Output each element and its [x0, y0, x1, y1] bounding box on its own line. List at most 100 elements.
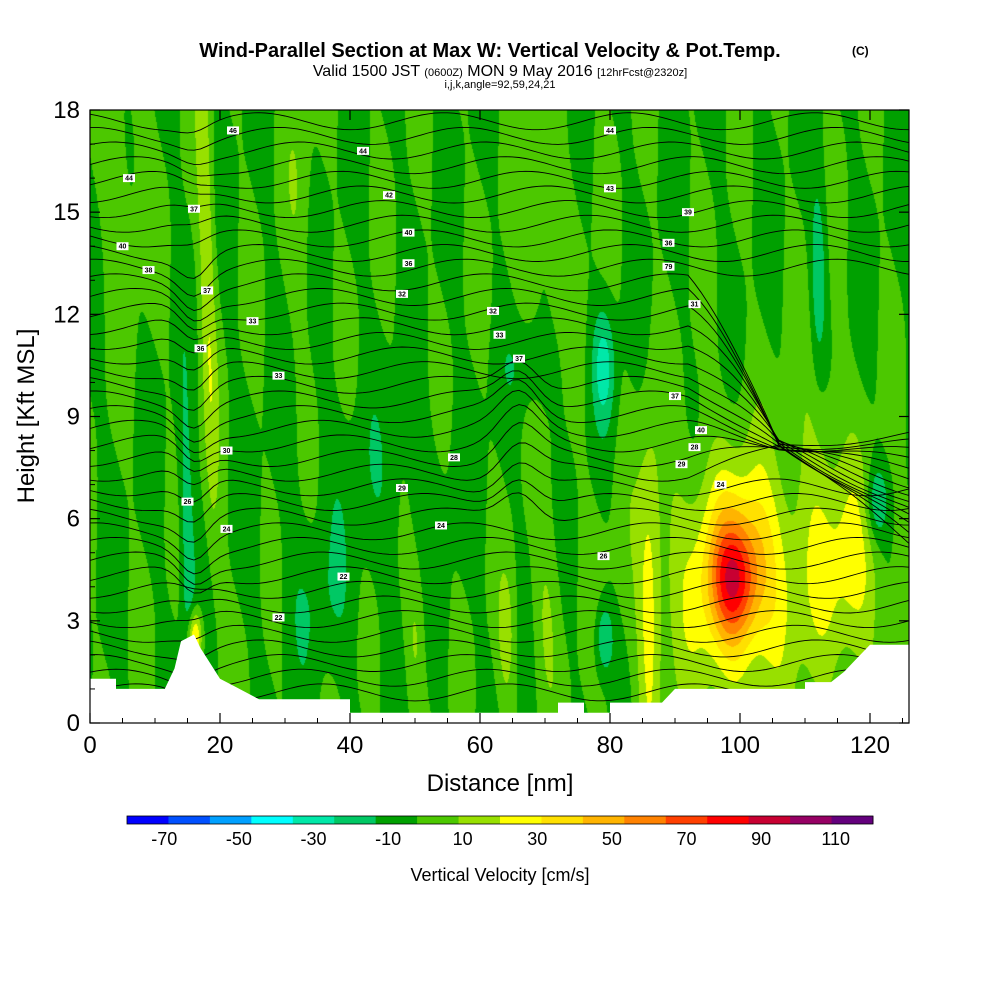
isentrope-line — [89, 229, 910, 248]
x-tick-label: 100 — [720, 732, 760, 759]
contour-label: 32 — [487, 306, 499, 315]
contour-label: 24 — [435, 521, 447, 530]
colorbar-swatch — [251, 816, 294, 824]
isentrope-line — [89, 379, 910, 469]
colorbar-tick-label: -70 — [151, 829, 177, 849]
isentrope-line — [89, 639, 910, 661]
contour-label-box — [402, 259, 415, 268]
contour-label-box — [604, 126, 616, 135]
isentrope-line — [89, 624, 910, 643]
potential-temperature-contours — [89, 112, 910, 704]
contour-label-text: 37 — [671, 394, 679, 401]
contour-label-text: 42 — [385, 193, 393, 200]
colorbar-swatch — [417, 816, 460, 824]
contour-label: 37 — [513, 354, 525, 363]
x-tick-label: 20 — [207, 732, 234, 759]
y-tick-label: 18 — [53, 97, 80, 124]
colorbar-swatch — [624, 816, 667, 824]
colorbar-swatch — [127, 816, 169, 824]
contour-label-box — [227, 126, 239, 135]
contour-label-text: 32 — [489, 308, 497, 315]
contour-label: 40 — [116, 242, 129, 251]
contour-label-box — [337, 572, 350, 581]
contour-label-text: 24 — [223, 526, 231, 533]
contour-label-text: 29 — [678, 462, 686, 469]
colorbar-swatch — [582, 816, 625, 824]
isentrope-line — [89, 522, 910, 561]
contour-label-box — [142, 266, 155, 275]
contour-label-text: 37 — [515, 356, 523, 363]
isentrope-line — [89, 112, 910, 134]
x-tick-label: 0 — [83, 732, 96, 759]
contour-label-box — [597, 552, 610, 561]
colorbar: -70 -50 -30 -10 10 30 50 70 90 110 — [126, 815, 874, 849]
y-axis-label: Height [Kft MSL] — [13, 329, 40, 504]
isentrope-line — [90, 258, 910, 297]
contour-label: 22 — [337, 572, 350, 581]
isentrope-line — [89, 244, 910, 279]
contour-label: 31 — [688, 300, 701, 309]
contour-label: 26 — [597, 552, 610, 561]
isentrope-line — [89, 156, 910, 177]
contour-label: 26 — [181, 497, 194, 506]
contour-label: 22 — [272, 613, 285, 622]
y-tick-label: 0 — [67, 710, 80, 737]
contour-label: 43 — [604, 184, 616, 193]
isentrope-line — [89, 170, 910, 189]
contour-label-text: 33 — [275, 373, 283, 380]
contour-label-box — [272, 371, 285, 380]
contour-label-text: 24 — [437, 523, 445, 530]
contour-label-box — [662, 262, 675, 271]
contour-label-box — [662, 238, 675, 247]
contour-label-text: 26 — [600, 554, 608, 561]
chart-subtitle-indices: i,j,k,angle=92,59,24,21 — [444, 79, 555, 91]
contour-label: 44 — [357, 146, 369, 155]
colorbar-label: Vertical Velocity [cm/s] — [410, 865, 589, 885]
colorbar-swatch — [665, 816, 708, 824]
contour-label-text: 44 — [606, 128, 614, 135]
contour-label: 33 — [246, 317, 259, 326]
contour-label-box — [675, 460, 688, 469]
isentrope-line — [89, 654, 910, 678]
contour-label: 28 — [688, 443, 701, 452]
contour-label-text: 28 — [450, 455, 458, 462]
contour-label-box — [669, 392, 681, 401]
contour-label-box — [123, 174, 135, 183]
isentrope-line — [89, 273, 910, 544]
colorbar-tick-label: 90 — [751, 829, 771, 849]
x-tick-label: 40 — [337, 732, 364, 759]
contour-label-box — [220, 524, 233, 533]
contour-label-text: 29 — [398, 486, 406, 493]
contour-label-text: 22 — [340, 574, 348, 581]
x-tick-label: 120 — [850, 732, 890, 759]
colorbar-tick-label: -50 — [226, 829, 252, 849]
contour-label-box — [116, 242, 129, 251]
contour-label-box — [246, 317, 259, 326]
contour-label-box — [435, 521, 447, 530]
y-tick-label: 3 — [67, 608, 80, 635]
contour-label: 37 — [201, 286, 213, 295]
contour-label: 24 — [220, 524, 233, 533]
contour-label: 40 — [695, 426, 707, 435]
colorbar-swatch — [375, 816, 418, 824]
subtitle-date: MON 9 May 2016 — [467, 63, 592, 80]
chart-title: Wind-Parallel Section at Max W: Vertical… — [199, 40, 780, 62]
contour-label: 42 — [383, 191, 395, 200]
contour-label-box — [402, 228, 415, 237]
colorbar-swatch — [500, 816, 542, 824]
contour-label-text: 38 — [145, 268, 153, 275]
colorbar-tick-label: 70 — [676, 829, 696, 849]
contour-label: 29 — [396, 484, 408, 493]
isentrope-line — [90, 126, 910, 151]
contour-label-box — [201, 286, 213, 295]
contour-label-box — [714, 480, 727, 489]
colorbar-swatch — [334, 816, 377, 824]
contour-label-text: 33 — [496, 332, 504, 339]
contour-label: 40 — [402, 228, 415, 237]
subtitle-valid-time: Valid 1500 JST — [313, 63, 421, 80]
contour-label-text: 40 — [405, 230, 413, 237]
isentrope-line — [89, 566, 910, 594]
colorbar-swatch — [541, 816, 584, 824]
terrain-mask — [90, 634, 909, 723]
contour-label-text: 40 — [697, 428, 705, 435]
